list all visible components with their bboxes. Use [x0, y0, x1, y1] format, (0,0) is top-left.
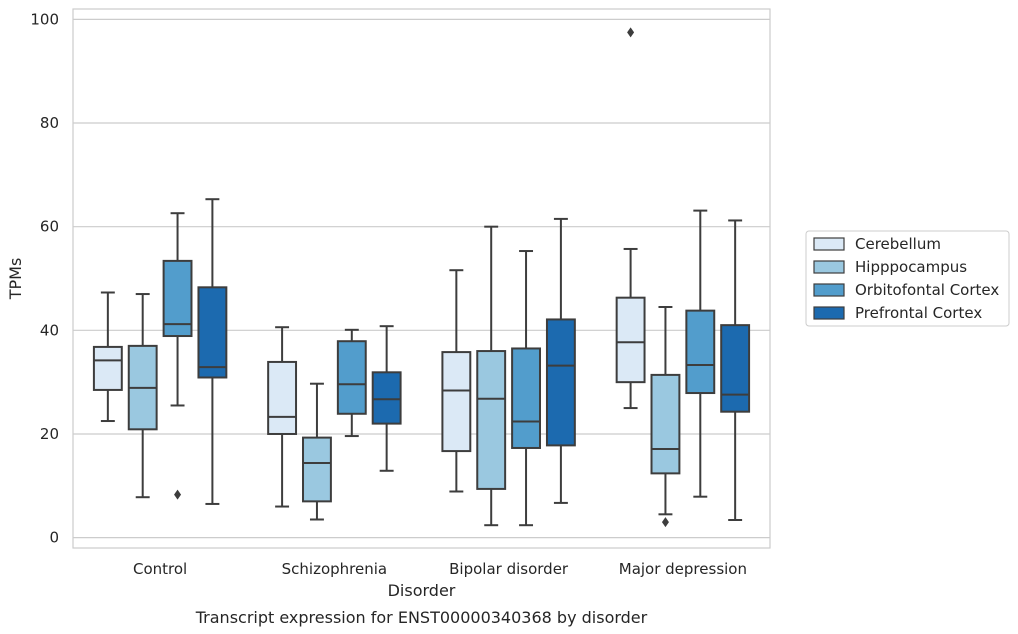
legend[interactable]: Cerebellum Hipppocampus Orbitofontal Corte…: [805, 230, 1010, 327]
legend-label: Prefrontal Cortex: [855, 304, 982, 322]
legend-frame: [805, 230, 1010, 327]
chart-caption: Transcript expression for ENST0000034036…: [195, 608, 648, 627]
iqr-box: [476, 350, 507, 490]
box: [720, 219, 751, 522]
box: [127, 293, 158, 499]
legend-item: Hipppocampus: [813, 258, 967, 276]
outlier-point: [174, 489, 182, 500]
box: [371, 325, 402, 472]
y-tick-label: 60: [40, 218, 59, 236]
iqr-box: [650, 373, 681, 475]
box: [545, 217, 576, 504]
box: [441, 269, 472, 493]
box: [685, 209, 716, 498]
legend-label: Hipppocampus: [855, 258, 967, 276]
series-cerebellum: [92, 27, 646, 508]
outlier-point: [661, 517, 669, 528]
series-prefrontal-cortex: [197, 198, 751, 522]
iqr-box: [302, 436, 332, 503]
y-tick-label: 40: [40, 321, 59, 339]
box: [511, 250, 541, 527]
legend-item: Cerebellum: [813, 235, 941, 253]
iqr-box: [267, 360, 298, 435]
box: [476, 225, 507, 527]
x-axis-title: Disorder: [388, 581, 456, 600]
outlier-point: [627, 27, 635, 38]
iqr-box: [685, 309, 716, 395]
legend-swatch: [813, 237, 845, 251]
box: [615, 27, 646, 410]
iqr-box: [615, 296, 646, 384]
iqr-box: [545, 318, 576, 447]
iqr-box: [371, 371, 402, 425]
iqr-box: [511, 347, 541, 449]
box: [267, 326, 298, 508]
iqr-box: [720, 324, 751, 413]
y-axis-ticks: 0 20 40 60 80 100: [30, 10, 59, 546]
x-tick-label: Bipolar disorder: [449, 560, 569, 578]
legend-item: Orbitofontal Cortex: [813, 281, 999, 299]
legend-swatch: [813, 306, 845, 320]
x-axis-ticks: Control Schizophrenia Bipolar disorder Majo…: [133, 560, 747, 578]
plot-area-frame: [72, 8, 771, 549]
box: [197, 198, 228, 505]
series-hipppocampus: [127, 225, 681, 528]
iqr-box: [441, 351, 472, 453]
box: [650, 306, 681, 528]
y-tick-label: 20: [40, 425, 59, 443]
series-orbitofontal-cortex: [162, 209, 716, 527]
y-tick-label: 80: [40, 114, 59, 132]
box: [302, 382, 332, 521]
y-axis-title: TPMs: [6, 258, 25, 301]
box: [92, 291, 123, 423]
x-tick-label: Schizophrenia: [282, 560, 387, 578]
iqr-box: [92, 345, 123, 391]
box: [162, 212, 193, 500]
x-tick-label: Major depression: [619, 560, 747, 578]
legend-swatch: [813, 260, 845, 274]
legend-label: Cerebellum: [855, 235, 941, 253]
iqr-box: [336, 340, 367, 415]
legend-label: Orbitofontal Cortex: [855, 281, 999, 299]
legend-swatch: [813, 283, 845, 297]
legend-item: Prefrontal Cortex: [813, 304, 982, 322]
legend-items: Cerebellum Hipppocampus Orbitofontal Corte…: [813, 235, 999, 322]
box: [336, 328, 367, 438]
y-tick-label: 100: [30, 10, 59, 28]
y-tick-label: 0: [49, 529, 59, 547]
box-series: [92, 27, 751, 528]
x-tick-label: Control: [133, 560, 187, 578]
iqr-box: [197, 286, 228, 379]
